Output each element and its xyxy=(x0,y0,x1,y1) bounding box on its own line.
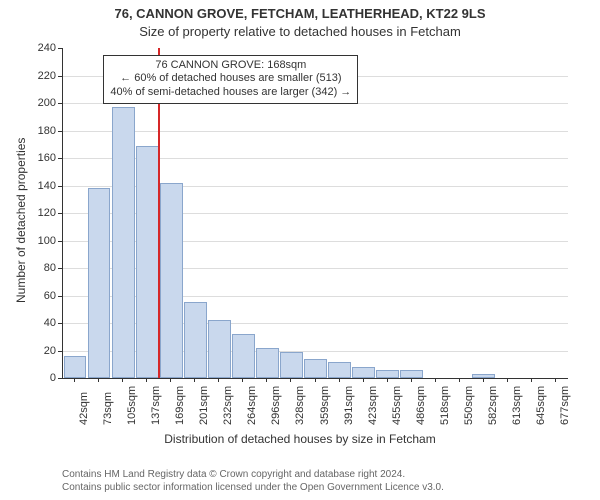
y-tick-mark xyxy=(58,268,62,269)
y-tick-mark xyxy=(58,323,62,324)
x-tick-label: 73sqm xyxy=(102,392,114,425)
x-tick-mark xyxy=(98,378,99,382)
bar xyxy=(112,107,135,378)
y-tick-mark xyxy=(58,351,62,352)
y-tick-label: 20 xyxy=(16,345,56,357)
x-tick-label: 455sqm xyxy=(391,386,403,425)
x-tick-mark xyxy=(74,378,75,382)
footer-line-1: Contains HM Land Registry data © Crown c… xyxy=(62,468,582,481)
bar xyxy=(304,359,327,378)
x-tick-label: 645sqm xyxy=(535,386,547,425)
x-tick-mark xyxy=(339,378,340,382)
y-tick-label: 120 xyxy=(16,207,56,219)
y-tick-mark xyxy=(58,186,62,187)
x-tick-mark xyxy=(122,378,123,382)
x-tick-label: 264sqm xyxy=(246,386,258,425)
title-line-1: 76, CANNON GROVE, FETCHAM, LEATHERHEAD, … xyxy=(0,6,600,21)
annotation-box: 76 CANNON GROVE: 168sqm ← 60% of detache… xyxy=(103,55,358,104)
y-tick-label: 80 xyxy=(16,262,56,274)
gridline xyxy=(63,131,568,132)
x-tick-label: 613sqm xyxy=(511,386,523,425)
y-tick-mark xyxy=(58,76,62,77)
y-tick-label: 160 xyxy=(16,152,56,164)
x-tick-label: 518sqm xyxy=(439,386,451,425)
x-tick-mark xyxy=(266,378,267,382)
x-tick-label: 296sqm xyxy=(270,386,282,425)
y-tick-mark xyxy=(58,378,62,379)
y-tick-mark xyxy=(58,103,62,104)
bar xyxy=(160,183,183,378)
y-tick-label: 100 xyxy=(16,235,56,247)
x-tick-mark xyxy=(242,378,243,382)
y-tick-label: 220 xyxy=(16,70,56,82)
bar xyxy=(376,370,399,378)
x-tick-label: 550sqm xyxy=(463,386,475,425)
title-line-2: Size of property relative to detached ho… xyxy=(0,24,600,39)
x-tick-label: 423sqm xyxy=(367,386,379,425)
x-tick-mark xyxy=(290,378,291,382)
x-tick-mark xyxy=(483,378,484,382)
bar xyxy=(184,302,207,378)
x-tick-label: 677sqm xyxy=(559,386,571,425)
x-tick-mark xyxy=(435,378,436,382)
x-tick-label: 201sqm xyxy=(198,386,210,425)
plot-area: 76 CANNON GROVE: 168sqm ← 60% of detache… xyxy=(62,48,568,379)
x-tick-mark xyxy=(555,378,556,382)
y-tick-mark xyxy=(58,158,62,159)
bar xyxy=(136,146,159,378)
x-tick-label: 582sqm xyxy=(487,386,499,425)
y-tick-label: 60 xyxy=(16,290,56,302)
bar xyxy=(64,356,87,378)
x-tick-label: 42sqm xyxy=(78,392,90,425)
chart-container: { "title_line1": "76, CANNON GROVE, FETC… xyxy=(0,0,600,500)
y-tick-label: 200 xyxy=(16,97,56,109)
footer-line-2: Contains public sector information licen… xyxy=(62,481,582,494)
x-tick-mark xyxy=(507,378,508,382)
y-tick-label: 40 xyxy=(16,317,56,329)
bar xyxy=(400,370,423,378)
y-tick-mark xyxy=(58,213,62,214)
annotation-line-3: 40% of semi-detached houses are larger (… xyxy=(110,86,351,100)
x-tick-label: 486sqm xyxy=(415,386,427,425)
bar xyxy=(472,374,495,378)
annotation-line-1: 76 CANNON GROVE: 168sqm xyxy=(110,59,351,73)
x-tick-label: 328sqm xyxy=(294,386,306,425)
x-tick-mark xyxy=(315,378,316,382)
y-tick-label: 240 xyxy=(16,42,56,54)
bar xyxy=(352,367,375,378)
y-tick-mark xyxy=(58,48,62,49)
x-tick-mark xyxy=(411,378,412,382)
x-tick-mark xyxy=(531,378,532,382)
annotation-line-2: ← 60% of detached houses are smaller (51… xyxy=(110,72,351,86)
x-tick-mark xyxy=(194,378,195,382)
bar xyxy=(88,188,111,378)
x-tick-label: 169sqm xyxy=(174,386,186,425)
x-tick-label: 137sqm xyxy=(150,386,162,425)
x-tick-mark xyxy=(146,378,147,382)
y-tick-mark xyxy=(58,131,62,132)
x-tick-mark xyxy=(170,378,171,382)
y-tick-mark xyxy=(58,296,62,297)
bar xyxy=(280,352,303,378)
x-tick-mark xyxy=(387,378,388,382)
y-tick-label: 0 xyxy=(16,372,56,384)
bar xyxy=(256,348,279,378)
bar xyxy=(208,320,231,378)
x-tick-label: 105sqm xyxy=(126,386,138,425)
x-axis-label: Distribution of detached houses by size … xyxy=(0,432,600,446)
x-tick-label: 391sqm xyxy=(343,386,355,425)
x-tick-label: 232sqm xyxy=(222,386,234,425)
y-tick-label: 180 xyxy=(16,125,56,137)
footer: Contains HM Land Registry data © Crown c… xyxy=(62,468,582,494)
bar xyxy=(232,334,255,378)
x-tick-mark xyxy=(459,378,460,382)
y-tick-mark xyxy=(58,241,62,242)
x-tick-mark xyxy=(363,378,364,382)
x-tick-mark xyxy=(218,378,219,382)
bar xyxy=(328,362,351,379)
x-tick-label: 359sqm xyxy=(319,386,331,425)
y-tick-label: 140 xyxy=(16,180,56,192)
